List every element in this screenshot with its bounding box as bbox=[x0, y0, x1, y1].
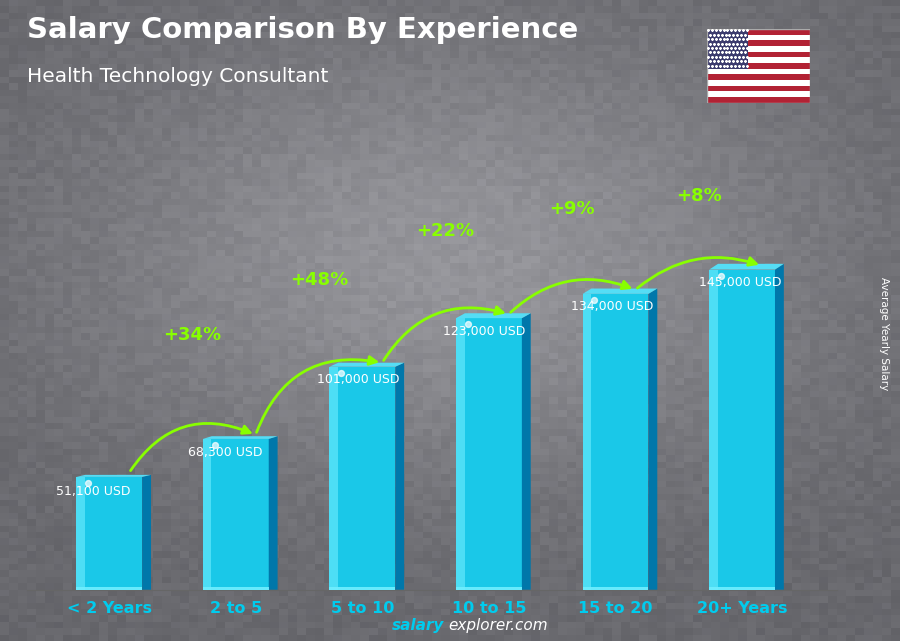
Bar bbox=[706, 80, 810, 85]
Point bbox=[208, 440, 222, 450]
Text: 134,000 USD: 134,000 USD bbox=[572, 301, 653, 313]
Text: 145,000 USD: 145,000 USD bbox=[699, 276, 781, 289]
Polygon shape bbox=[456, 313, 531, 318]
Text: Average Yearly Salary: Average Yearly Salary bbox=[878, 277, 889, 390]
Bar bbox=[706, 63, 810, 69]
Polygon shape bbox=[76, 477, 142, 590]
Polygon shape bbox=[202, 587, 269, 590]
Polygon shape bbox=[202, 437, 277, 439]
Polygon shape bbox=[456, 587, 522, 590]
Polygon shape bbox=[202, 439, 269, 590]
Polygon shape bbox=[709, 270, 775, 590]
Polygon shape bbox=[202, 439, 211, 590]
Point bbox=[334, 367, 348, 378]
Polygon shape bbox=[648, 288, 657, 590]
Text: salary: salary bbox=[392, 619, 444, 633]
Polygon shape bbox=[142, 475, 151, 590]
Polygon shape bbox=[709, 264, 784, 270]
Text: 68,300 USD: 68,300 USD bbox=[188, 445, 262, 458]
Polygon shape bbox=[329, 367, 338, 590]
Polygon shape bbox=[522, 313, 531, 590]
Bar bbox=[706, 29, 748, 69]
Text: +48%: +48% bbox=[290, 271, 348, 289]
Polygon shape bbox=[456, 318, 522, 590]
Text: +22%: +22% bbox=[417, 222, 474, 240]
Text: explorer.com: explorer.com bbox=[448, 619, 548, 633]
Point bbox=[588, 295, 602, 305]
Polygon shape bbox=[395, 363, 404, 590]
Point bbox=[461, 319, 475, 329]
Polygon shape bbox=[775, 264, 784, 590]
Polygon shape bbox=[329, 587, 395, 590]
Polygon shape bbox=[582, 587, 648, 590]
Text: Health Technology Consultant: Health Technology Consultant bbox=[27, 67, 328, 87]
Polygon shape bbox=[582, 294, 591, 590]
Bar bbox=[706, 35, 810, 40]
Text: Salary Comparison By Experience: Salary Comparison By Experience bbox=[27, 16, 578, 44]
Text: 51,100 USD: 51,100 USD bbox=[56, 485, 130, 497]
Polygon shape bbox=[329, 363, 404, 367]
Text: 123,000 USD: 123,000 USD bbox=[444, 325, 526, 338]
Polygon shape bbox=[582, 294, 648, 590]
Text: 101,000 USD: 101,000 USD bbox=[317, 373, 400, 387]
Point bbox=[81, 478, 95, 488]
Text: +8%: +8% bbox=[676, 187, 722, 204]
Text: +9%: +9% bbox=[549, 200, 595, 218]
Bar bbox=[706, 40, 810, 46]
Polygon shape bbox=[709, 270, 717, 590]
Bar bbox=[706, 69, 810, 74]
Polygon shape bbox=[76, 475, 151, 477]
Bar bbox=[706, 91, 810, 97]
Polygon shape bbox=[329, 367, 395, 590]
Polygon shape bbox=[582, 288, 657, 294]
Polygon shape bbox=[76, 587, 142, 590]
Polygon shape bbox=[709, 587, 775, 590]
Polygon shape bbox=[456, 318, 464, 590]
Bar bbox=[706, 29, 810, 35]
Polygon shape bbox=[269, 437, 277, 590]
Bar bbox=[706, 97, 810, 103]
Bar bbox=[706, 74, 810, 80]
Point bbox=[714, 271, 728, 281]
Bar bbox=[706, 46, 810, 51]
Bar bbox=[706, 85, 810, 91]
Polygon shape bbox=[76, 477, 85, 590]
Bar bbox=[706, 57, 810, 63]
Text: +34%: +34% bbox=[163, 326, 221, 344]
Bar bbox=[706, 51, 810, 57]
